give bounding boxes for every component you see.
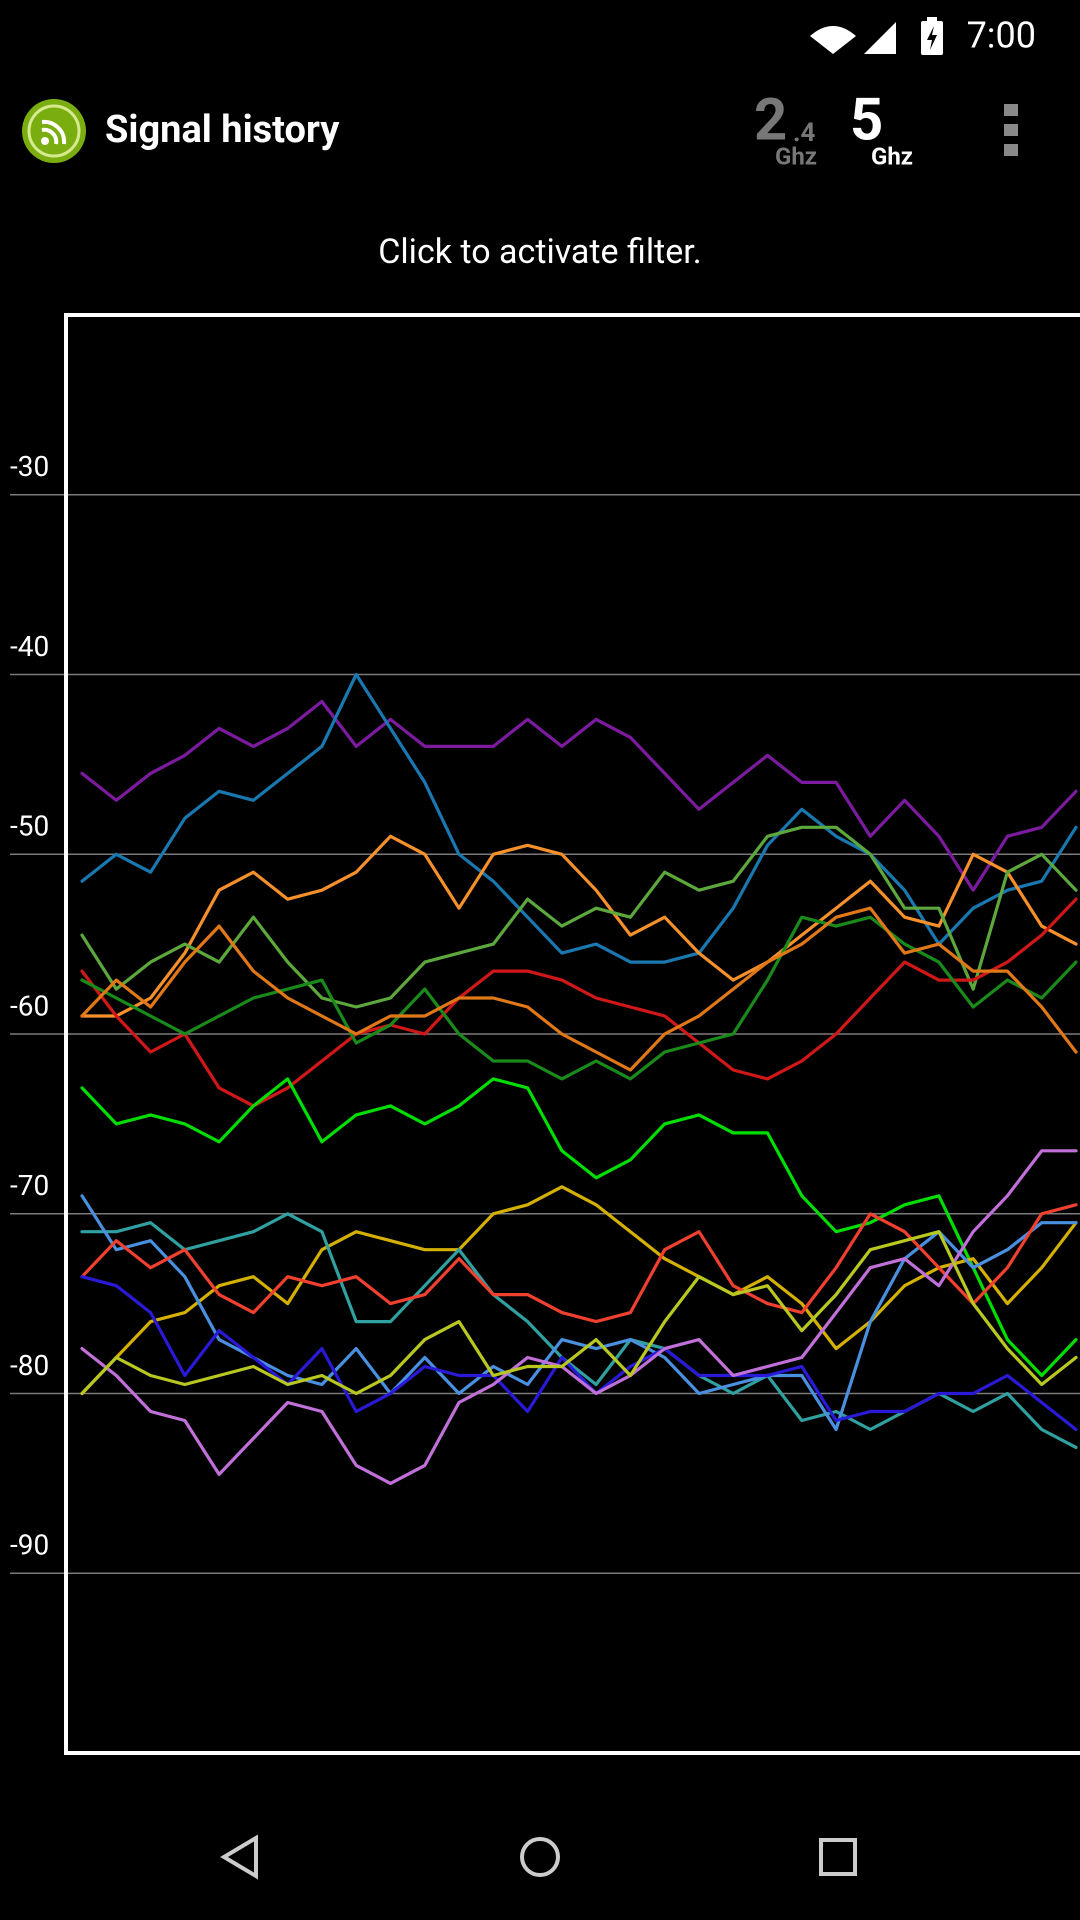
recents-button[interactable] (819, 1838, 857, 1876)
filter-hint[interactable]: Click to activate filter. (378, 232, 701, 272)
status-icons (810, 17, 943, 55)
signal-line (80, 897, 1078, 1108)
signal-line (80, 699, 1078, 892)
y-tick-label: -40 (10, 630, 49, 663)
wifi-icon (810, 26, 856, 54)
band-24-toggle[interactable]: 2 .4 Ghz (754, 86, 817, 170)
nav-bar (220, 1834, 857, 1880)
y-tick-label: -90 (10, 1529, 49, 1562)
status-time: 7:00 (967, 15, 1036, 57)
y-tick-label: -80 (10, 1349, 49, 1382)
app-icon-bg (22, 99, 86, 163)
battery-tip (927, 17, 937, 22)
signal-line (80, 825, 1078, 1009)
signal-line (80, 1149, 1078, 1486)
y-tick-label: -60 (10, 989, 49, 1022)
band-main: 2 (754, 86, 787, 154)
cell-icon (864, 22, 896, 54)
signal-line (80, 906, 1078, 1072)
menu-dot (1004, 144, 1018, 156)
menu-dot (1004, 104, 1018, 116)
chart[interactable]: -90 -80 -70 -60 -50 -40 -30 (10, 450, 1080, 1574)
band-unit: Ghz (871, 142, 913, 170)
back-button[interactable] (220, 1834, 258, 1880)
home-button[interactable] (520, 1837, 560, 1877)
app-icon-ring (27, 104, 81, 158)
band-5-toggle[interactable]: 5 Ghz (850, 86, 913, 170)
overflow-menu[interactable] (1004, 104, 1018, 156)
y-tick-label: -30 (10, 450, 49, 483)
band-sub: .4 (793, 118, 816, 148)
signal-line (80, 1077, 1078, 1378)
signal-line (80, 834, 1078, 1018)
signal-line (80, 915, 1078, 1081)
signal-line (80, 1185, 1078, 1396)
signal-line (80, 672, 1078, 964)
signal-line (80, 1275, 1078, 1432)
band-unit: Ghz (775, 142, 817, 170)
app-icon-dot (41, 137, 49, 145)
app-icon (22, 99, 86, 163)
y-tick-label: -50 (10, 810, 49, 843)
app-icon-waves (41, 119, 67, 145)
app-title: Signal history (105, 108, 340, 152)
band-main: 5 (850, 86, 883, 154)
signal-line (80, 1230, 1078, 1396)
menu-dot (1004, 124, 1018, 136)
battery-bolt (927, 26, 937, 50)
plot-frame (64, 313, 1080, 1755)
y-tick-label: -70 (10, 1169, 49, 1202)
